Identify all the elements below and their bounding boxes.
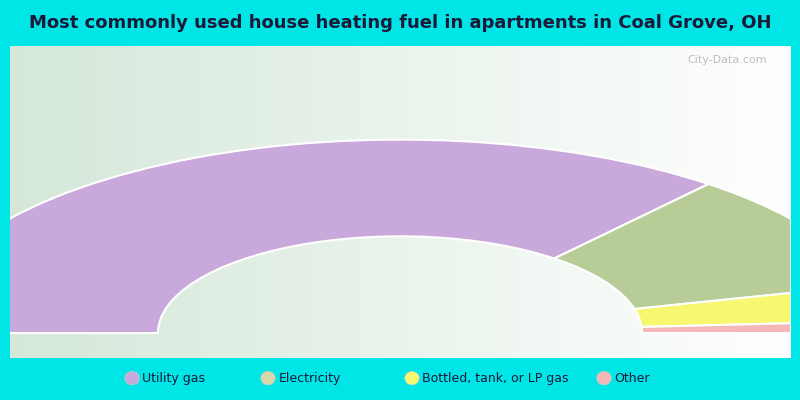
Ellipse shape <box>261 372 275 385</box>
Wedge shape <box>0 140 709 333</box>
Wedge shape <box>554 184 800 309</box>
Text: Utility gas: Utility gas <box>142 372 206 385</box>
Text: Electricity: Electricity <box>278 372 341 385</box>
Wedge shape <box>634 285 800 327</box>
Text: Most commonly used house heating fuel in apartments in Coal Grove, OH: Most commonly used house heating fuel in… <box>29 14 771 32</box>
Text: Bottled, tank, or LP gas: Bottled, tank, or LP gas <box>422 372 569 385</box>
Wedge shape <box>642 321 800 333</box>
Ellipse shape <box>405 372 419 385</box>
Text: Other: Other <box>614 372 650 385</box>
Ellipse shape <box>125 372 139 385</box>
Text: City-Data.com: City-Data.com <box>687 55 767 65</box>
Ellipse shape <box>597 372 611 385</box>
